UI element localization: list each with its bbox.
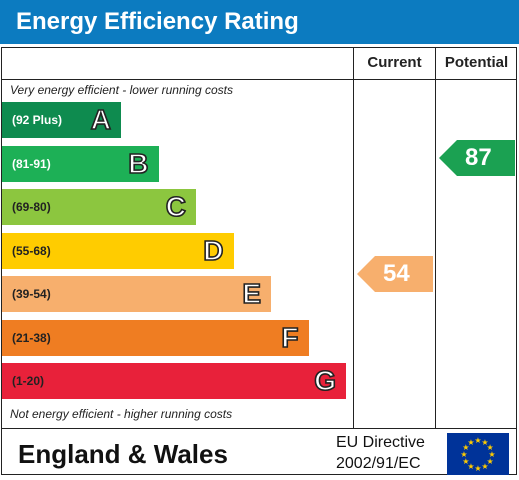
band-range-label: (81-91) [12,156,51,171]
band-range-label: (69-80) [12,200,51,214]
chart-title: Energy Efficiency Rating [0,0,519,44]
eu-star-icon: ★ [487,443,494,452]
current-column-header: Current [367,54,422,71]
directive-line-1: EU Directive [336,434,425,451]
band-letter: B [127,147,149,180]
band-range-label: (1-20) [12,374,45,388]
region-label: England & Wales [18,439,228,469]
band-letter: A [90,103,112,136]
current-rating-value: 54 [383,260,410,287]
column-divider-potential [435,47,436,428]
rating-band-f: (21-38) F [2,319,309,356]
band-range-label: (92 Plus) [12,113,63,127]
band-letter: E [242,277,262,310]
band-letter: F [281,321,300,354]
band-letter: D [202,234,224,267]
eu-star-icon: ★ [488,450,495,459]
eu-star-icon: ★ [467,438,474,447]
band-range-label: (39-54) [12,287,51,301]
eu-star-icon: ★ [481,438,488,447]
rating-band-d: (55-68) D [2,232,234,269]
eu-star-icon: ★ [462,457,469,466]
eu-star-icon: ★ [462,443,469,452]
eu-star-icon: ★ [460,450,467,459]
eu-star-icon: ★ [474,436,481,445]
eu-star-icon: ★ [481,462,488,471]
rating-table-frame [1,47,517,475]
rating-band-b: (81-91) B [2,145,159,182]
band-range-label: (55-68) [12,243,51,258]
potential-column-header: Potential [444,54,509,71]
rating-band-g: (1-20) G [2,363,346,399]
eu-star-icon: ★ [487,457,494,466]
band-letter: G [313,364,336,397]
top-note: Very energy efficient - lower running co… [10,83,233,97]
eu-star-icon: ★ [467,462,474,471]
current-arrow-shape [357,256,433,292]
rating-band-c: (69-80) C [2,189,196,225]
directive-line-2: 2002/91/EC [336,455,421,472]
eu-directive: EU Directive 2002/91/EC [336,432,425,474]
eu-flag-icon: ★ ★ ★ ★ ★ ★ ★ ★ ★ ★ ★ ★ [447,433,509,475]
column-divider-current [353,47,354,428]
band-range-label: (21-38) [12,330,51,345]
rating-band-e: (39-54) E [2,276,271,312]
potential-rating-value: 87 [465,144,492,171]
footer-row-divider [1,428,517,429]
potential-arrow-shape [439,140,515,176]
bottom-note: Not energy efficient - higher running co… [10,407,233,421]
band-letter: C [165,190,187,223]
header-row-divider [1,79,517,80]
eu-star-icon: ★ [474,464,481,473]
rating-band-a: (92 Plus) A [2,102,121,138]
